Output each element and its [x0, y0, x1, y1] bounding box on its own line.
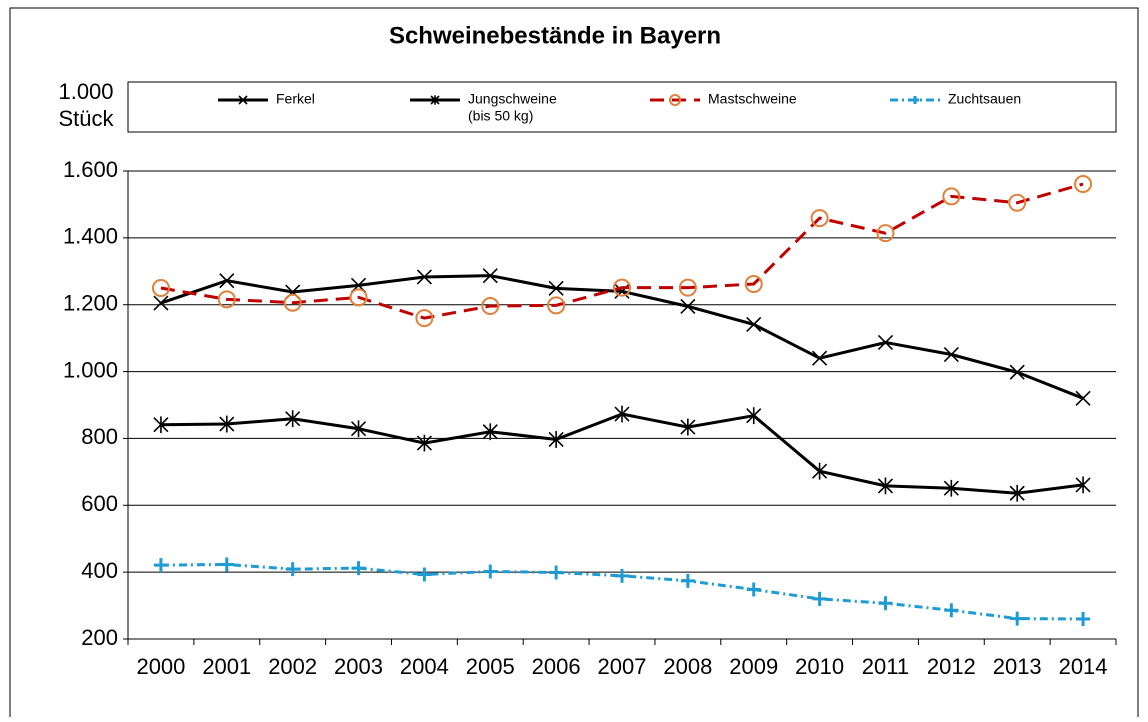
marker [416, 269, 432, 285]
x-tick-label: 2011 [862, 654, 909, 679]
y-tick-label: 600 [81, 491, 118, 516]
marker [615, 568, 629, 583]
marker [943, 346, 959, 363]
y-tick-label: 200 [81, 625, 118, 650]
chart-title: Schweinebestände in Bayern [389, 22, 721, 49]
marker [547, 296, 566, 315]
marker [350, 420, 367, 438]
marker [680, 418, 696, 436]
marker [746, 316, 762, 333]
marker [153, 558, 168, 573]
x-tick-label: 2001 [202, 654, 251, 679]
marker [877, 477, 894, 495]
legend-label: Mastschweine [708, 91, 797, 107]
marker [614, 405, 630, 423]
marker [217, 290, 236, 309]
marker [878, 596, 893, 611]
marker [238, 95, 248, 105]
marker [911, 96, 919, 104]
marker [219, 415, 235, 433]
legend-label: Zuchtsauen [948, 91, 1021, 107]
marker [1008, 193, 1027, 212]
marker [1010, 611, 1025, 626]
marker [285, 562, 300, 577]
series-line [160, 182, 1084, 320]
marker [1074, 175, 1093, 194]
marker [943, 479, 959, 497]
marker [482, 423, 498, 441]
x-tick-label: 2006 [532, 654, 581, 679]
marker [416, 434, 432, 452]
marker [153, 295, 169, 311]
legend-label-note: (bis 50 kg) [468, 108, 533, 124]
x-tick-label: 2002 [268, 654, 317, 679]
marker [153, 416, 169, 434]
marker [746, 407, 762, 425]
marker [678, 278, 697, 297]
marker [548, 431, 564, 448]
marker [812, 591, 827, 606]
marker [877, 334, 894, 351]
x-tick-label: 2003 [334, 654, 383, 679]
x-tick-label: 2000 [136, 654, 185, 679]
marker [680, 573, 695, 588]
x-tick-label: 2007 [598, 654, 647, 679]
y-tick-label: 1.000 [63, 357, 118, 382]
x-tick-label: 2014 [1059, 654, 1108, 679]
legend-label: Ferkel [276, 91, 315, 107]
marker [944, 603, 959, 618]
marker [415, 309, 434, 328]
marker [548, 280, 564, 296]
marker [669, 94, 681, 106]
y-tick-label: 1.600 [63, 157, 118, 182]
x-tick-label: 2009 [729, 654, 778, 679]
y-tick-label: 400 [81, 558, 118, 583]
marker [219, 273, 235, 289]
y-tick-label: 800 [81, 424, 118, 449]
x-tick-label: 2010 [795, 654, 844, 679]
marker [285, 410, 301, 428]
marker [876, 224, 895, 243]
x-tick-label: 2008 [663, 654, 712, 679]
marker [613, 278, 631, 297]
y-axis-label: 1.000 [58, 79, 113, 104]
marker [430, 95, 440, 105]
marker [810, 209, 829, 228]
marker [283, 293, 302, 312]
marker [351, 561, 366, 576]
marker [942, 187, 961, 206]
x-tick-label: 2013 [993, 654, 1042, 679]
marker [1009, 364, 1025, 380]
x-tick-label: 2004 [400, 654, 449, 679]
x-tick-label: 2012 [927, 654, 976, 679]
marker [549, 565, 564, 580]
marker [1075, 476, 1091, 494]
marker [349, 288, 368, 307]
marker [1075, 390, 1091, 406]
marker [481, 297, 500, 316]
legend-box [127, 81, 1117, 133]
marker [1076, 611, 1091, 626]
marker [219, 557, 234, 572]
marker [680, 298, 696, 314]
y-axis-label: Stück [58, 106, 114, 131]
marker [812, 462, 828, 480]
marker [744, 274, 763, 293]
marker [483, 564, 498, 579]
marker [482, 268, 498, 284]
marker [151, 279, 170, 297]
x-tick-label: 2005 [466, 654, 515, 679]
y-tick-label: 1.400 [63, 224, 118, 249]
marker [417, 567, 432, 582]
marker [746, 582, 761, 597]
marker [812, 350, 828, 366]
marker [1009, 484, 1025, 502]
y-tick-label: 1.200 [63, 291, 118, 316]
legend-label: Jungschweine [468, 91, 557, 107]
